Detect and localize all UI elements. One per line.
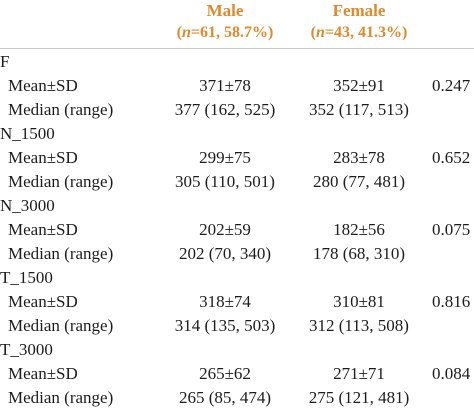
cell-male: 265 (85, 474) <box>178 388 272 407</box>
cell-female: 178 (68, 310) <box>312 244 406 263</box>
cell-female: 312 (113, 508) <box>309 316 409 335</box>
cell-female: 352±91 <box>333 76 385 95</box>
cell-female: 283±78 <box>333 148 385 167</box>
cell-male: 305 (110, 501) <box>175 172 275 191</box>
group-row: N_3000 <box>0 194 474 218</box>
row-label: Median (range) <box>8 316 114 335</box>
table-header: Male (n=61, 58.7%) Female (n=43, 41.3%) <box>0 0 474 48</box>
group-row: N_1500 <box>0 122 474 146</box>
table-row: Mean±SD 265±62 271±71 0.084 <box>0 362 474 386</box>
cell-male: 202±59 <box>199 220 251 239</box>
cell-male: 202 (70, 340) <box>178 244 272 263</box>
group-label: N_1500 <box>0 124 55 143</box>
table-row: Median (range) 305 (110, 501) 280 (77, 4… <box>0 170 474 194</box>
header-divider <box>0 48 474 49</box>
cell-female: 182±56 <box>333 220 385 239</box>
header-female-title: Female <box>332 1 386 20</box>
table-row: Mean±SD 299±75 283±78 0.652 <box>0 146 474 170</box>
cell-p-value: 0.816 <box>432 292 471 311</box>
cell-male: 299±75 <box>199 148 251 167</box>
group-label: T_1500 <box>0 268 53 287</box>
row-label: Median (range) <box>8 100 114 119</box>
row-label: Mean±SD <box>8 76 78 95</box>
group-row: T_1500 <box>0 266 474 290</box>
cell-male: 318±74 <box>199 292 251 311</box>
cell-female: 310±81 <box>333 292 385 311</box>
row-label: Mean±SD <box>8 364 78 383</box>
cell-female: 271±71 <box>333 364 385 383</box>
group-label: T_3000 <box>0 340 53 359</box>
table-row: Mean±SD 318±74 310±81 0.816 <box>0 290 474 314</box>
cell-female: 275 (121, 481) <box>308 388 410 407</box>
cell-p-value: 0.247 <box>432 76 471 95</box>
cell-female: 352 (117, 513) <box>309 100 409 119</box>
group-row: F <box>0 50 474 74</box>
group-label: N_3000 <box>0 196 55 215</box>
table-row: Mean±SD 371±78 352±91 0.247 <box>0 74 474 98</box>
group-label: F <box>0 52 10 71</box>
cell-male: 314 (135, 503) <box>174 316 276 335</box>
header-male-count: (n=61, 58.7%) <box>176 24 274 41</box>
table-row: Median (range) 265 (85, 474) 275 (121, 4… <box>0 386 474 410</box>
header-female-count: (n=43, 41.3%) <box>310 24 408 41</box>
table-row: Median (range) 377 (162, 525) 352 (117, … <box>0 98 474 122</box>
row-label: Mean±SD <box>8 220 78 239</box>
header-male: Male (n=61, 58.7%) <box>150 0 300 44</box>
row-label: Median (range) <box>8 244 114 263</box>
cell-p-value: 0.084 <box>432 364 471 383</box>
row-label: Mean±SD <box>8 148 78 167</box>
cell-male: 265±62 <box>199 364 251 383</box>
header-male-title: Male <box>206 1 244 20</box>
table-row: Mean±SD 202±59 182±56 0.075 <box>0 218 474 242</box>
group-row: T_3000 <box>0 338 474 362</box>
cell-male: 371±78 <box>199 76 251 95</box>
cell-p-value: 0.075 <box>432 220 471 239</box>
cell-male: 377 (162, 525) <box>174 100 276 119</box>
table-row: Median (range) 202 (70, 340) 178 (68, 31… <box>0 242 474 266</box>
row-label: Median (range) <box>8 172 114 191</box>
row-label: Median (range) <box>8 388 114 407</box>
cell-p-value: 0.652 <box>432 148 471 167</box>
header-female: Female (n=43, 41.3%) <box>286 0 432 44</box>
cell-female: 280 (77, 481) <box>312 172 406 191</box>
row-label: Mean±SD <box>8 292 78 311</box>
table-row: Median (range) 314 (135, 503) 312 (113, … <box>0 314 474 338</box>
